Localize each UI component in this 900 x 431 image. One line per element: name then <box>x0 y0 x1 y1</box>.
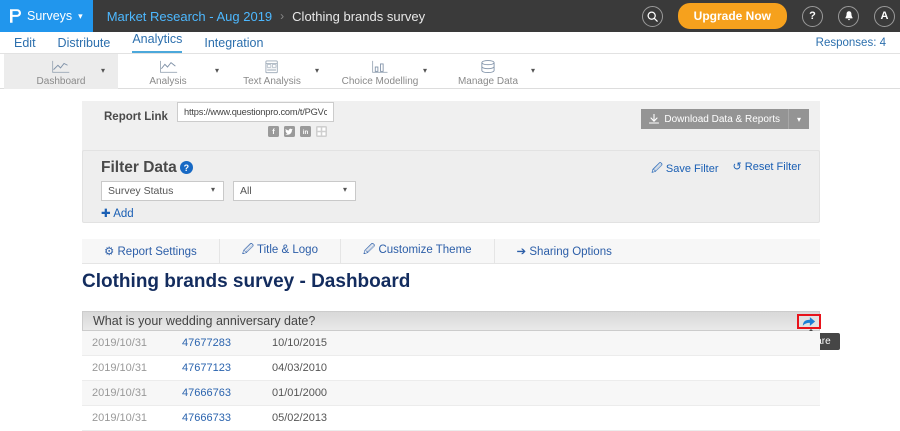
svg-text:in: in <box>303 129 309 136</box>
